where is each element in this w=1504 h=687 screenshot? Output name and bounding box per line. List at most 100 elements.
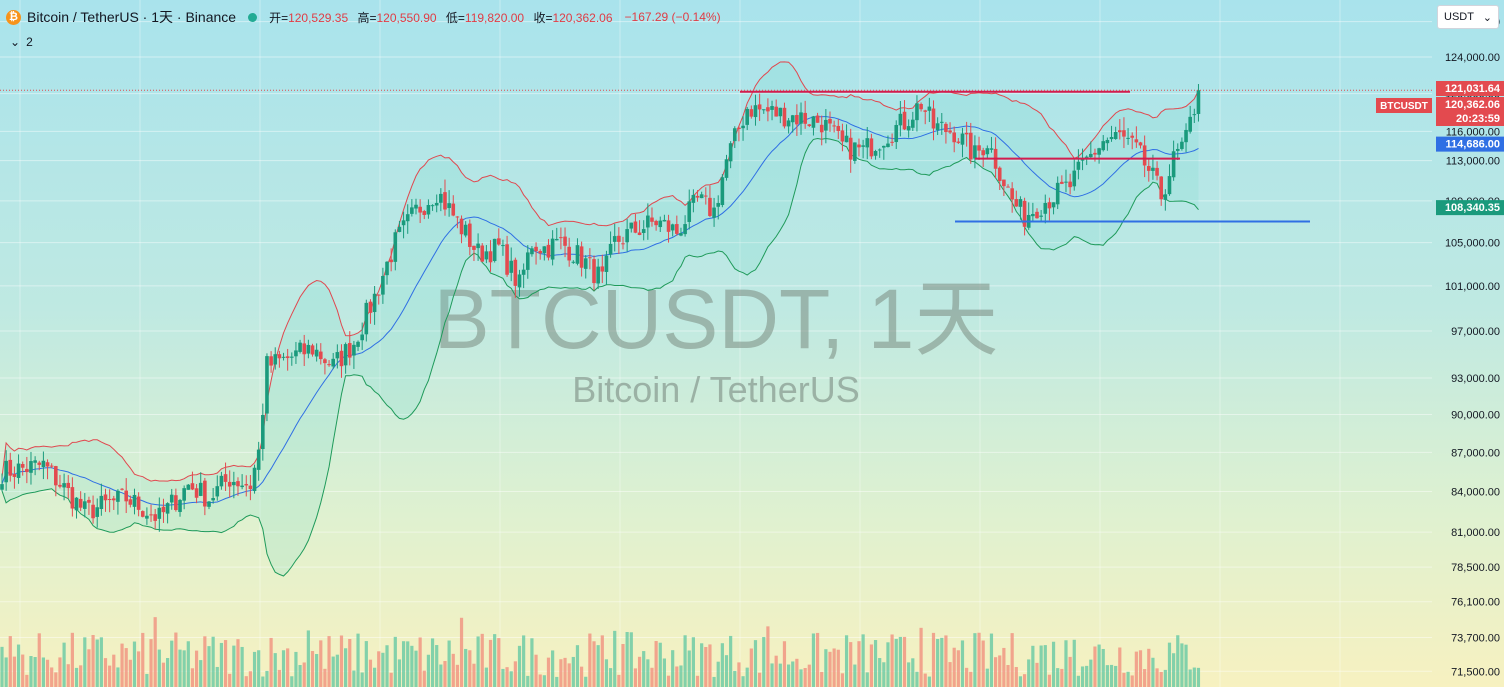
candle-body: [902, 111, 907, 130]
candle: [140, 510, 145, 518]
volume-bar: [836, 649, 840, 687]
candle-body: [766, 107, 770, 112]
candle-body: [285, 356, 290, 359]
candle-body: [828, 118, 832, 124]
candle: [20, 461, 25, 476]
volume-bar: [16, 644, 21, 687]
candle: [62, 473, 66, 501]
volume-bar: [915, 671, 919, 687]
volume-bar: [182, 650, 186, 687]
candle: [1138, 141, 1143, 149]
volume-bar: [223, 640, 228, 687]
volume-bar: [563, 657, 567, 687]
candle: [165, 502, 170, 524]
candle: [1006, 184, 1010, 188]
volume-bar: [29, 656, 33, 687]
symbol-title[interactable]: Bitcoin / TetherUS · 1天 · Binance: [27, 9, 237, 25]
candle-body: [567, 246, 571, 261]
candle: [190, 471, 195, 491]
candle-body: [232, 481, 236, 486]
candle-body: [1022, 200, 1027, 227]
candle-body: [95, 507, 100, 517]
volume-bar: [741, 676, 745, 687]
symbol-tag: BTCUSDT: [1376, 98, 1432, 113]
candle-body: [381, 275, 385, 295]
price-tag-bg: [1436, 200, 1504, 216]
candle: [401, 211, 406, 239]
volume-bar: [911, 658, 915, 687]
candle: [347, 331, 352, 366]
candle: [753, 94, 758, 126]
candle-body: [74, 497, 79, 511]
volume-bar: [824, 649, 828, 687]
candle: [381, 267, 385, 304]
bollinger-basis-line: [1, 115, 1199, 506]
volume-bar: [1130, 675, 1134, 687]
y-tick-label: 97,000.00: [1451, 326, 1500, 338]
candle-body: [832, 125, 836, 127]
candle: [873, 149, 878, 160]
candle-body: [203, 480, 207, 507]
candle-body: [939, 121, 944, 123]
indicator-toggle[interactable]: ⌄ 2: [10, 35, 33, 49]
candle-body: [103, 494, 108, 501]
volume-bar: [753, 640, 758, 687]
candle: [203, 477, 207, 516]
volume-bar: [455, 664, 459, 687]
candle: [836, 119, 841, 140]
candle-body: [347, 343, 352, 358]
candle-body: [116, 490, 120, 502]
candle: [1076, 149, 1081, 180]
volume-bar: [882, 662, 886, 687]
candle-body: [1134, 139, 1139, 143]
currency-select[interactable]: USDT ⌄: [1437, 5, 1499, 29]
price-tag-bg: [1436, 81, 1504, 96]
candle: [716, 195, 721, 220]
volume-bar: [592, 641, 596, 687]
volume-bar: [488, 639, 493, 687]
candle: [70, 477, 75, 517]
volume-bar: [907, 662, 911, 687]
candle-body: [973, 145, 977, 159]
candle-body: [641, 229, 646, 233]
candle: [927, 97, 932, 123]
volume-bar: [252, 651, 257, 687]
candle: [906, 119, 911, 138]
candle: [840, 123, 845, 152]
candle-body: [803, 112, 807, 124]
candle-body: [29, 461, 33, 473]
volume-bar: [137, 651, 141, 687]
candle: [799, 102, 803, 135]
candle: [244, 475, 249, 497]
volume-bar: [625, 632, 629, 687]
price-change: −167.29 (−0.14%): [624, 10, 721, 24]
candle-body: [873, 151, 878, 156]
candle-body: [223, 474, 228, 482]
volume-bar: [998, 655, 1002, 687]
price-tag: 120,362.06: [1436, 97, 1504, 112]
volume-bar: [302, 662, 306, 687]
candle-body: [111, 498, 116, 501]
volume-bar: [960, 640, 965, 687]
candle-body: [720, 177, 725, 206]
volume-bar: [348, 638, 352, 687]
candle: [472, 245, 476, 262]
candle: [45, 459, 50, 480]
candle: [1068, 173, 1072, 195]
candle-body: [331, 358, 335, 367]
candle-body: [675, 224, 679, 234]
candle-body: [1163, 194, 1168, 200]
candle-body: [8, 459, 13, 476]
candle-body: [579, 246, 584, 268]
candle-body: [343, 344, 348, 366]
candle-body: [509, 260, 514, 273]
candle-body: [468, 223, 472, 247]
candle: [952, 126, 956, 153]
candle-body: [219, 475, 224, 487]
candle: [497, 228, 501, 246]
candle: [463, 221, 468, 238]
candle: [418, 199, 422, 224]
candle: [256, 441, 261, 481]
chevron-down-icon[interactable]: ⌄: [10, 35, 21, 49]
